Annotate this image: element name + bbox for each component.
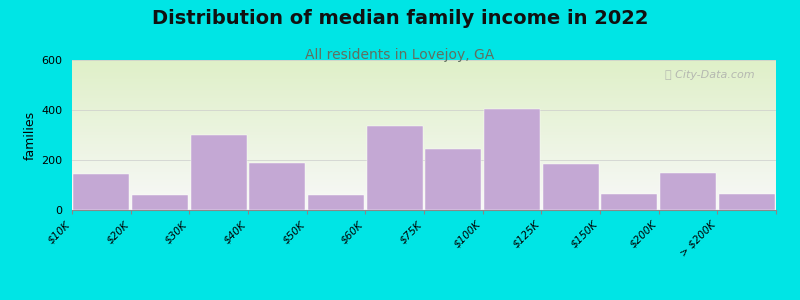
Bar	[718, 194, 774, 210]
Bar	[308, 195, 364, 210]
Text: ⓘ City-Data.com: ⓘ City-Data.com	[666, 70, 755, 80]
Bar	[132, 195, 188, 210]
Bar	[426, 149, 482, 210]
Bar	[250, 163, 305, 210]
Bar	[190, 135, 246, 210]
Bar	[602, 194, 658, 210]
Y-axis label: families: families	[24, 110, 37, 160]
Text: Distribution of median family income in 2022: Distribution of median family income in …	[152, 9, 648, 28]
Bar	[542, 164, 598, 210]
Bar	[660, 172, 716, 210]
Bar	[484, 109, 540, 210]
Text: All residents in Lovejoy, GA: All residents in Lovejoy, GA	[306, 48, 494, 62]
Bar	[74, 174, 129, 210]
Bar	[366, 126, 422, 210]
